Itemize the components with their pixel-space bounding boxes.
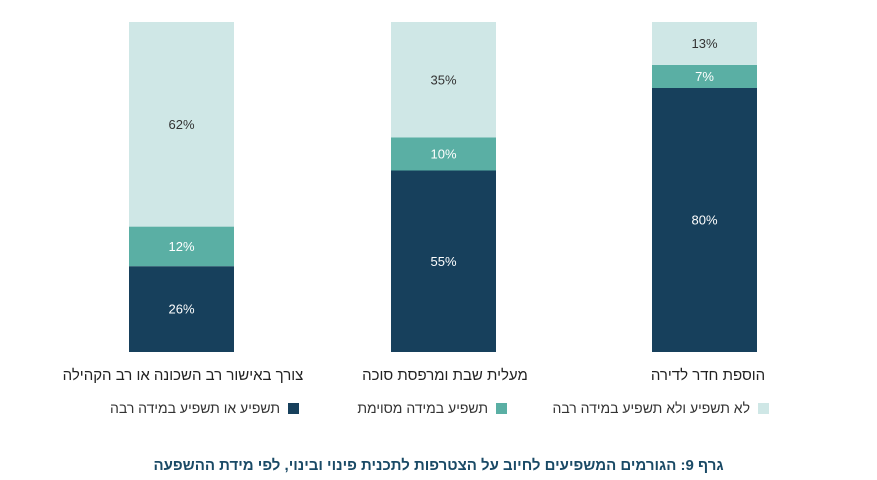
bar-segment-2-2 xyxy=(652,22,757,65)
stacked-bar-chart: 26% 12% 62% 55% 10% 35% 80% 7% 13% צורך באישור ר… xyxy=(63,22,766,384)
data-label-2-0: 80% xyxy=(691,213,717,228)
chart-title: גרף 9: הגורמים המשפיעים לחיוב על הצטרפות… xyxy=(153,457,724,474)
bars-group: 26% 12% 62% 55% 10% 35% 80% 7% 13% xyxy=(129,22,757,352)
legend-swatch-low xyxy=(758,402,769,414)
legend-item-low: לא תשפיע ולא תשפיע במידה רבה xyxy=(552,400,769,416)
legend-label-high: תשפיע או תשפיע במידה רבה xyxy=(109,400,280,416)
data-label-1-2: 35% xyxy=(430,72,456,87)
legend-label-low: לא תשפיע ולא תשפיע במידה רבה xyxy=(552,400,750,416)
data-label-0-1: 12% xyxy=(168,239,194,254)
legend-swatch-medium xyxy=(496,402,507,414)
category-labels: צורך באישור רב השכונה או רב הקהילה מעלית … xyxy=(63,367,766,384)
bar-segment-1-2 xyxy=(391,22,496,138)
bar-segment-0-2 xyxy=(129,22,234,227)
category-label-2: הוספת חדר לדירה xyxy=(651,367,765,384)
data-label-2-2: 13% xyxy=(691,36,717,51)
data-label-2-1: 7% xyxy=(695,69,714,84)
bar-segment-0-1 xyxy=(129,226,234,267)
bar-segment-2-1 xyxy=(652,64,757,88)
data-label-1-0: 55% xyxy=(430,254,456,269)
bar-segment-1-1 xyxy=(391,137,496,171)
legend-item-high: תשפיע או תשפיע במידה רבה xyxy=(110,400,299,416)
category-label-1: מעלית שבת ומרפסת סוכה xyxy=(362,367,528,384)
legend-item-medium: תשפיע במידה מסוימת xyxy=(357,400,507,416)
category-label-0: צורך באישור רב השכונה או רב הקהילה xyxy=(63,367,304,384)
bar-segment-0-0 xyxy=(129,266,234,352)
data-label-0-2: 62% xyxy=(168,117,194,132)
bar-segment-2-0 xyxy=(652,88,757,352)
data-label-0-0: 26% xyxy=(168,302,194,317)
bar-segment-1-0 xyxy=(391,170,496,352)
legend-swatch-high xyxy=(288,402,299,414)
data-label-1-1: 10% xyxy=(430,147,456,162)
legend-label-medium: תשפיע במידה מסוימת xyxy=(357,400,488,416)
